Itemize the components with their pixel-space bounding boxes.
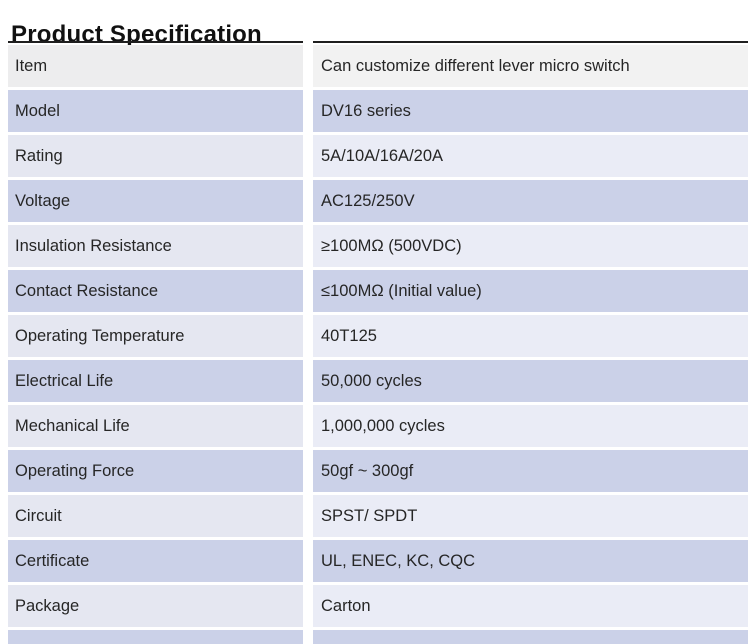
row-label: Voltage	[8, 180, 303, 222]
row-value: ≤100MΩ (Initial value)	[313, 270, 748, 312]
page-title: Product Specification	[11, 21, 262, 49]
row-value: 1,000,000 cycles	[313, 405, 748, 447]
row-label	[8, 630, 303, 644]
spec-row-model: Model DV16 series	[8, 90, 748, 132]
row-value: Carton	[313, 585, 748, 627]
spec-row-operating-temperature: Operating Temperature 40T125	[8, 315, 748, 357]
row-value: AC125/250V	[313, 180, 748, 222]
row-value: UL, ENEC, KC, CQC	[313, 540, 748, 582]
spec-row-clipped-next	[8, 630, 748, 644]
spec-row-circuit: Circuit SPST/ SPDT	[8, 495, 748, 537]
row-value: Can customize different lever micro swit…	[313, 45, 748, 87]
spec-row-contact-resistance: Contact Resistance ≤100MΩ (Initial value…	[8, 270, 748, 312]
row-label: Package	[8, 585, 303, 627]
spec-row-insulation-resistance: Insulation Resistance ≥100MΩ (500VDC)	[8, 225, 748, 267]
table-top-rule-left	[8, 41, 303, 43]
row-label: Insulation Resistance	[8, 225, 303, 267]
row-label: Operating Temperature	[8, 315, 303, 357]
row-value: 50gf ~ 300gf	[313, 450, 748, 492]
row-label: Electrical Life	[8, 360, 303, 402]
row-value	[313, 630, 748, 644]
row-label: Circuit	[8, 495, 303, 537]
row-label: Rating	[8, 135, 303, 177]
row-value: DV16 series	[313, 90, 748, 132]
spec-row-item: Item Can customize different lever micro…	[8, 45, 748, 87]
row-label: Certificate	[8, 540, 303, 582]
row-value: 40T125	[313, 315, 748, 357]
row-label: Item	[8, 45, 303, 87]
row-label: Contact Resistance	[8, 270, 303, 312]
row-value: 5A/10A/16A/20A	[313, 135, 748, 177]
row-value: SPST/ SPDT	[313, 495, 748, 537]
row-label: Mechanical Life	[8, 405, 303, 447]
row-value: 50,000 cycles	[313, 360, 748, 402]
row-label: Model	[8, 90, 303, 132]
spec-row-rating: Rating 5A/10A/16A/20A	[8, 135, 748, 177]
spec-row-operating-force: Operating Force 50gf ~ 300gf	[8, 450, 748, 492]
spec-row-voltage: Voltage AC125/250V	[8, 180, 748, 222]
spec-row-electrical-life: Electrical Life 50,000 cycles	[8, 360, 748, 402]
spec-row-package: Package Carton	[8, 585, 748, 627]
specification-table: Item Can customize different lever micro…	[8, 41, 748, 644]
spec-row-mechanical-life: Mechanical Life 1,000,000 cycles	[8, 405, 748, 447]
spec-row-certificate: Certificate UL, ENEC, KC, CQC	[8, 540, 748, 582]
table-top-rule-right	[313, 41, 748, 43]
row-label: Operating Force	[8, 450, 303, 492]
table-top-rule	[8, 41, 748, 43]
row-value: ≥100MΩ (500VDC)	[313, 225, 748, 267]
